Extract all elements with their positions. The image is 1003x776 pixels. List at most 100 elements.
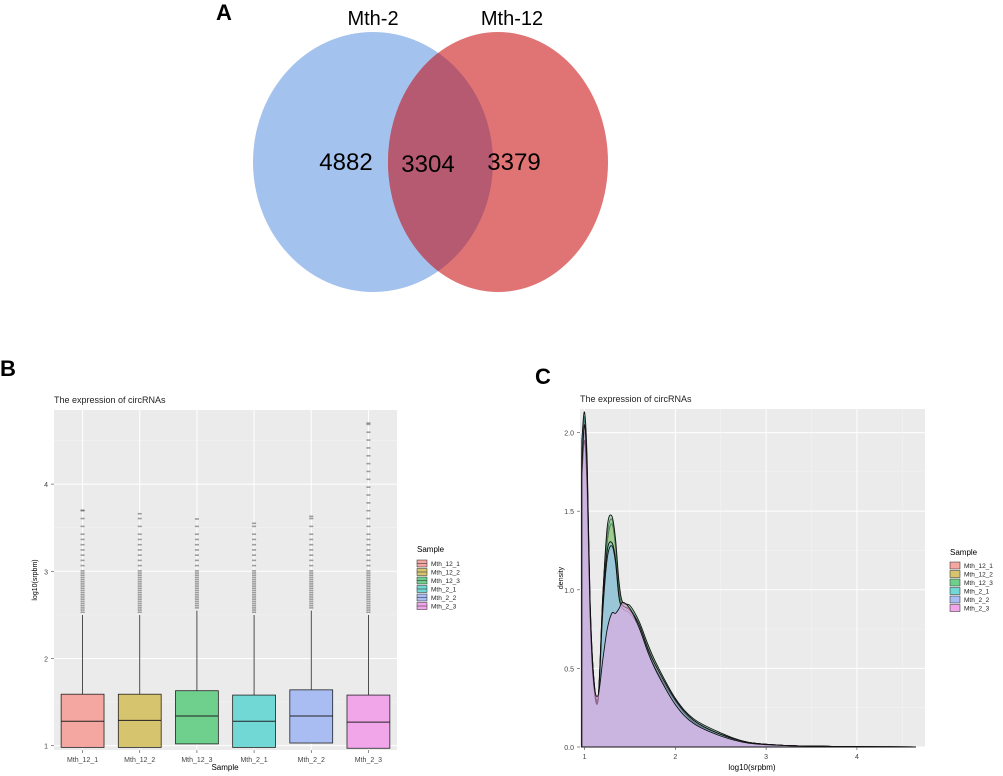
box-outlier bbox=[252, 572, 257, 574]
x-tick-label: 4 bbox=[855, 754, 859, 761]
venn-intersection bbox=[388, 32, 493, 292]
box-outlier bbox=[366, 594, 371, 596]
box-outlier bbox=[366, 502, 371, 504]
box-outlier bbox=[194, 564, 199, 567]
box-outlier bbox=[252, 580, 257, 583]
box-outlier bbox=[80, 554, 85, 556]
box-Mth_12_3 bbox=[175, 690, 219, 745]
box-outlier bbox=[366, 572, 371, 574]
box-outlier bbox=[309, 596, 314, 598]
box-outlier bbox=[252, 522, 257, 525]
legend-label: Mth_12_1 bbox=[431, 561, 460, 568]
box-outlier bbox=[80, 570, 85, 572]
box-outlier bbox=[252, 554, 257, 556]
box-outlier bbox=[252, 578, 257, 581]
box-outlier bbox=[366, 559, 371, 562]
box-outlier bbox=[137, 596, 142, 598]
box-outlier bbox=[137, 609, 142, 611]
y-tick-label: 1.5 bbox=[564, 509, 574, 516]
box-outlier bbox=[194, 602, 199, 605]
box-outlier bbox=[252, 602, 257, 605]
box-outlier bbox=[309, 517, 314, 520]
venn-set-label-mth12: Mth-12 bbox=[481, 8, 543, 30]
box-outlier bbox=[309, 564, 314, 567]
box-outlier bbox=[80, 604, 85, 607]
box-outlier bbox=[137, 517, 142, 520]
box-outlier bbox=[252, 559, 257, 562]
box-outlier bbox=[252, 594, 257, 596]
box-outlier bbox=[80, 598, 85, 600]
box-outlier bbox=[80, 594, 85, 596]
box-outlier bbox=[366, 604, 371, 607]
venn-count-mth2-only: 4882 bbox=[319, 149, 372, 176]
y-tick-label: 1 bbox=[44, 744, 48, 751]
box-outlier bbox=[366, 574, 371, 577]
box-outlier bbox=[80, 580, 85, 583]
box-outlier bbox=[194, 607, 199, 609]
box-outlier bbox=[309, 515, 314, 518]
box-outlier bbox=[309, 554, 314, 556]
box-outlier bbox=[366, 494, 371, 496]
box-outlier bbox=[366, 609, 371, 611]
box-outlier bbox=[252, 598, 257, 600]
box-outlier bbox=[137, 512, 142, 515]
venn-set-label-mth2: Mth-2 bbox=[347, 8, 398, 30]
box-outlier bbox=[252, 600, 257, 603]
box-outlier bbox=[252, 609, 257, 611]
box-outlier bbox=[80, 538, 85, 541]
box-outlier bbox=[194, 570, 199, 572]
box-outlier bbox=[80, 589, 85, 592]
legend-label: Mth_2_2 bbox=[964, 597, 990, 604]
box-outlier bbox=[309, 604, 314, 607]
y-tick-label: 3 bbox=[44, 569, 48, 576]
box-outlier bbox=[366, 580, 371, 583]
box-outlier bbox=[80, 611, 85, 614]
venn-diagram: Mth-2 Mth-12 4882 3304 3379 bbox=[253, 8, 608, 292]
y-tick-label: 1.0 bbox=[564, 588, 574, 595]
box-outlier bbox=[80, 600, 85, 603]
box-outlier bbox=[366, 525, 371, 528]
box-outlier bbox=[309, 585, 314, 587]
venn-count-intersection: 3304 bbox=[401, 151, 454, 178]
box-outlier bbox=[366, 598, 371, 600]
box-outlier bbox=[80, 607, 85, 609]
box-outlier bbox=[309, 570, 314, 572]
box-outlier bbox=[252, 611, 257, 614]
box-outlier bbox=[137, 576, 142, 579]
box-outlier bbox=[80, 564, 85, 567]
box-outlier bbox=[137, 525, 142, 528]
box-outlier bbox=[252, 574, 257, 577]
box-outlier bbox=[309, 574, 314, 577]
y-tick-label: 2.0 bbox=[564, 431, 574, 438]
box-outlier bbox=[137, 598, 142, 600]
legend-label: Mth_2_2 bbox=[431, 595, 457, 602]
box-outlier bbox=[252, 564, 257, 567]
box-outlier bbox=[137, 572, 142, 574]
density-area-Mth_2_3 bbox=[581, 424, 916, 748]
box-outlier bbox=[137, 538, 142, 541]
box-outlier bbox=[252, 589, 257, 592]
box-outlier bbox=[194, 572, 199, 574]
box-outlier bbox=[309, 594, 314, 596]
box-outlier bbox=[366, 431, 371, 434]
box-outlier bbox=[137, 549, 142, 551]
box-outlier bbox=[80, 583, 85, 585]
box-outlier bbox=[194, 549, 199, 551]
box-outlier bbox=[366, 596, 371, 598]
legend-swatch bbox=[949, 604, 961, 612]
box-outlier bbox=[366, 583, 371, 585]
box-outlier bbox=[366, 587, 371, 590]
box-outlier bbox=[80, 596, 85, 598]
box-outlier bbox=[366, 517, 371, 520]
box-outlier bbox=[309, 589, 314, 592]
box-outlier bbox=[80, 602, 85, 605]
box-outlier bbox=[137, 543, 142, 546]
x-tick-label: Mth_2_1 bbox=[240, 757, 267, 764]
box-outlier bbox=[137, 554, 142, 556]
box-outlier bbox=[137, 564, 142, 567]
box-outlier bbox=[252, 538, 257, 541]
density-y-ticks: 0.0 0.5 1.0 1.5 2.0 bbox=[564, 431, 580, 752]
box-outlier bbox=[309, 598, 314, 600]
box-outlier bbox=[137, 587, 142, 590]
